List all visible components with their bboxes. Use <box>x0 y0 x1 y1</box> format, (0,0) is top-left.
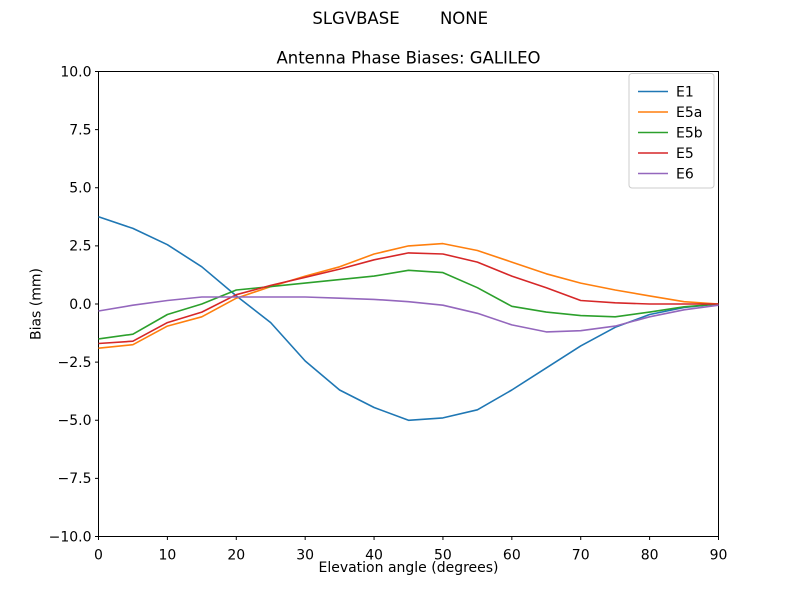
series-line-E5a <box>98 242 719 349</box>
y-tick-label: −5.0 <box>58 413 92 429</box>
y-tick-label: −10.0 <box>49 529 92 545</box>
y-tick-label: −2.5 <box>58 355 92 371</box>
x-tick-label: 90 <box>710 548 728 564</box>
plot-area: 0 10 20 30 40 50 60 70 80 90 10.0 7.5 5.0 2.5 0.0 −2.5 −… <box>49 64 728 563</box>
legend-label-E5a: E5a <box>676 105 702 121</box>
x-tick-label: 10 <box>158 548 176 564</box>
series-line-E1 <box>98 216 719 422</box>
legend-label-E5: E5 <box>676 146 694 162</box>
series-group <box>98 216 719 422</box>
x-tick-label: 70 <box>572 548 590 564</box>
x-tick-label: 80 <box>641 548 659 564</box>
x-tick-label: 20 <box>227 548 245 564</box>
y-tick-label: 10.0 <box>60 64 91 80</box>
chart-title: Antenna Phase Biases: GALILEO <box>276 49 540 68</box>
suptitle-right: NONE <box>440 9 488 28</box>
legend-box <box>628 73 715 189</box>
series-line-E5b <box>98 269 719 340</box>
series-line-E5 <box>98 252 719 345</box>
legend-label-E6: E6 <box>676 167 694 183</box>
x-axis-label: Elevation angle (degrees) <box>318 560 498 576</box>
x-tick-label: 60 <box>503 548 521 564</box>
x-tick-label: 30 <box>296 548 314 564</box>
plot-frame <box>98 71 719 537</box>
x-tick-label: 0 <box>94 548 103 564</box>
y-tick-label: 7.5 <box>69 122 91 138</box>
series-line-E6 <box>98 296 719 333</box>
y-tick-label: 0.0 <box>69 297 91 313</box>
legend-label-E1: E1 <box>676 85 694 101</box>
y-tick-label: 2.5 <box>69 239 91 255</box>
y-tick-label: −7.5 <box>58 471 92 487</box>
x-tick-label: 50 <box>434 548 452 564</box>
legend: E1 E5a E5b E5 E6 <box>628 73 715 189</box>
y-tick-label: 5.0 <box>69 181 91 197</box>
x-tick-label: 40 <box>365 548 383 564</box>
legend-label-E5b: E5b <box>676 126 703 142</box>
suptitle-left: SLGVBASE <box>312 9 399 28</box>
y-axis-label: Bias (mm) <box>29 268 45 340</box>
